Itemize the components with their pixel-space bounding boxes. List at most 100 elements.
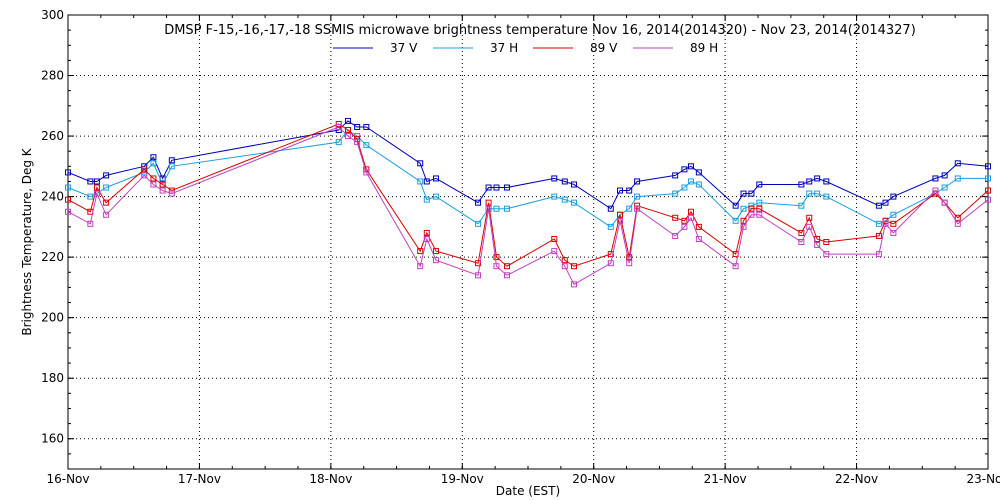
legend-label: 37 H — [490, 41, 518, 55]
data-point — [363, 169, 370, 176]
data-point — [417, 248, 424, 255]
data-point — [475, 260, 482, 267]
x-tick-label: 16-Nov — [46, 472, 89, 486]
data-point — [551, 175, 558, 182]
legend-label: 37 V — [390, 41, 418, 55]
data-point — [814, 190, 821, 197]
data-point — [551, 193, 558, 200]
data-point — [475, 272, 482, 279]
series-line — [67, 129, 988, 228]
data-point — [748, 190, 755, 197]
data-point — [150, 181, 157, 188]
data-point — [740, 223, 747, 230]
series-layer — [65, 117, 991, 288]
data-point — [985, 187, 991, 194]
data-point — [798, 181, 805, 188]
data-point — [626, 205, 633, 212]
data-point — [344, 117, 351, 124]
data-point — [493, 263, 500, 270]
data-point — [875, 232, 882, 239]
y-tick-label: 180 — [41, 371, 64, 385]
data-point — [823, 193, 830, 200]
data-point — [823, 251, 830, 258]
data-point — [87, 220, 94, 227]
legend: 37 V 37 H 89 V 89 H — [333, 41, 718, 55]
data-point — [607, 205, 614, 212]
data-point — [150, 154, 157, 161]
data-point — [561, 263, 568, 270]
data-point — [756, 181, 763, 188]
series-89-v — [65, 120, 991, 270]
data-point — [363, 142, 370, 149]
legend-label: 89 V — [590, 41, 618, 55]
data-point — [551, 248, 558, 255]
data-point — [607, 223, 614, 230]
data-point — [141, 172, 148, 179]
data-point — [626, 260, 633, 267]
grid-layer — [68, 15, 988, 469]
data-point — [798, 239, 805, 245]
series-line — [67, 126, 989, 286]
data-point — [344, 133, 351, 140]
data-point — [882, 199, 889, 206]
data-point — [740, 217, 747, 224]
data-point — [423, 229, 430, 236]
data-point — [103, 184, 110, 191]
data-point — [503, 272, 510, 279]
data-point — [806, 190, 813, 197]
data-point — [103, 172, 110, 179]
x-tick-label: 22-Nov — [835, 472, 878, 486]
data-point — [681, 166, 688, 173]
data-point — [798, 229, 805, 236]
data-point — [954, 220, 961, 227]
data-point — [150, 160, 157, 167]
data-point — [740, 190, 747, 197]
data-point — [417, 160, 424, 167]
x-tick-label: 20-Nov — [572, 472, 615, 486]
series-line — [67, 123, 989, 267]
data-point — [103, 199, 110, 206]
x-tick-label: 21-Nov — [704, 472, 747, 486]
data-point — [65, 196, 71, 203]
data-point — [423, 178, 430, 185]
data-point — [814, 242, 821, 249]
data-point — [823, 239, 830, 245]
data-point — [687, 163, 694, 170]
data-point — [672, 172, 679, 179]
data-point — [87, 178, 94, 185]
x-tick-label: 18-Nov — [309, 472, 352, 486]
data-point — [103, 211, 110, 218]
data-point — [93, 184, 100, 191]
data-point — [417, 178, 424, 185]
data-point — [65, 184, 71, 191]
y-tick-label: 300 — [41, 8, 64, 22]
data-point — [335, 139, 342, 146]
data-point — [475, 199, 482, 206]
data-point — [168, 190, 175, 197]
data-point — [65, 169, 71, 176]
data-point — [159, 181, 166, 188]
data-point — [681, 184, 688, 191]
data-point — [806, 178, 813, 185]
data-point — [932, 187, 939, 194]
data-point — [823, 178, 830, 185]
data-point — [493, 184, 500, 191]
data-point — [485, 184, 492, 191]
data-point — [756, 211, 763, 218]
data-point — [985, 163, 991, 170]
plot-frame — [67, 14, 989, 470]
data-point — [798, 202, 805, 209]
data-point — [485, 199, 492, 206]
data-point — [93, 190, 100, 197]
data-point — [423, 235, 430, 242]
data-point — [433, 257, 439, 264]
data-point — [954, 160, 961, 167]
data-point — [687, 208, 694, 215]
data-point — [672, 190, 679, 197]
data-point — [890, 193, 897, 200]
x-tick-label: 23-Nov — [966, 472, 1000, 486]
data-point — [551, 235, 558, 242]
data-point — [607, 251, 614, 258]
data-point — [485, 205, 492, 212]
